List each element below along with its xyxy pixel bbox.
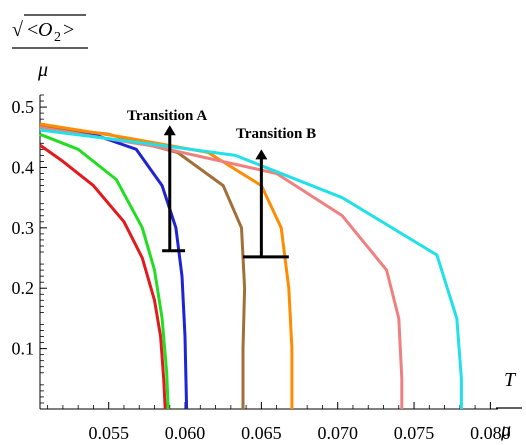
y-label-sub: 2 (54, 30, 61, 45)
y-label-gt: > (63, 19, 74, 41)
y-axis-label: √ < O 2 > μ (12, 14, 88, 81)
x-tick-label: 0.065 (241, 423, 282, 443)
y-label-o: O (38, 19, 52, 41)
y-tick-label: 0.1 (12, 339, 35, 359)
y-tick-label: 0.3 (12, 218, 35, 238)
series-line-3 (39, 127, 189, 410)
x-tick-label: 0.075 (394, 423, 435, 443)
x-tick-label: 0.055 (88, 423, 129, 443)
y-tick-label: 0.4 (12, 157, 35, 177)
y-label-lt: < (27, 19, 38, 41)
annotation-label-a: Transition A (127, 108, 207, 124)
y-label-radical: √ (12, 19, 23, 41)
series-line-1 (39, 143, 167, 410)
series-lines (39, 122, 463, 410)
x-tick-label: 0.070 (317, 423, 358, 443)
series-line-6 (39, 126, 404, 409)
series-line-7 (39, 128, 463, 409)
x-tick-label: 0.080 (470, 423, 511, 443)
annotation-arrowhead-2 (255, 149, 268, 160)
series-line-5 (39, 122, 294, 409)
ticks: 0.055 0.060 0.065 0.070 0.075 0.080 0.1 0.2 0.3 0… (12, 94, 511, 443)
x-tick-label: 0.060 (165, 423, 206, 443)
x-axis-label: T μ (496, 369, 522, 441)
y-tick-label: 0.5 (12, 97, 35, 117)
x-label-t: T (504, 369, 517, 391)
y-label-mu: μ (37, 59, 48, 81)
series-line-2 (39, 132, 170, 410)
annotations: Transition A Transition B (127, 108, 316, 259)
annotation-label-b: Transition B (236, 126, 316, 142)
annotation-arrowhead-1 (163, 125, 176, 136)
y-tick-label: 0.2 (12, 278, 35, 298)
x-label-mu: μ (500, 419, 511, 441)
